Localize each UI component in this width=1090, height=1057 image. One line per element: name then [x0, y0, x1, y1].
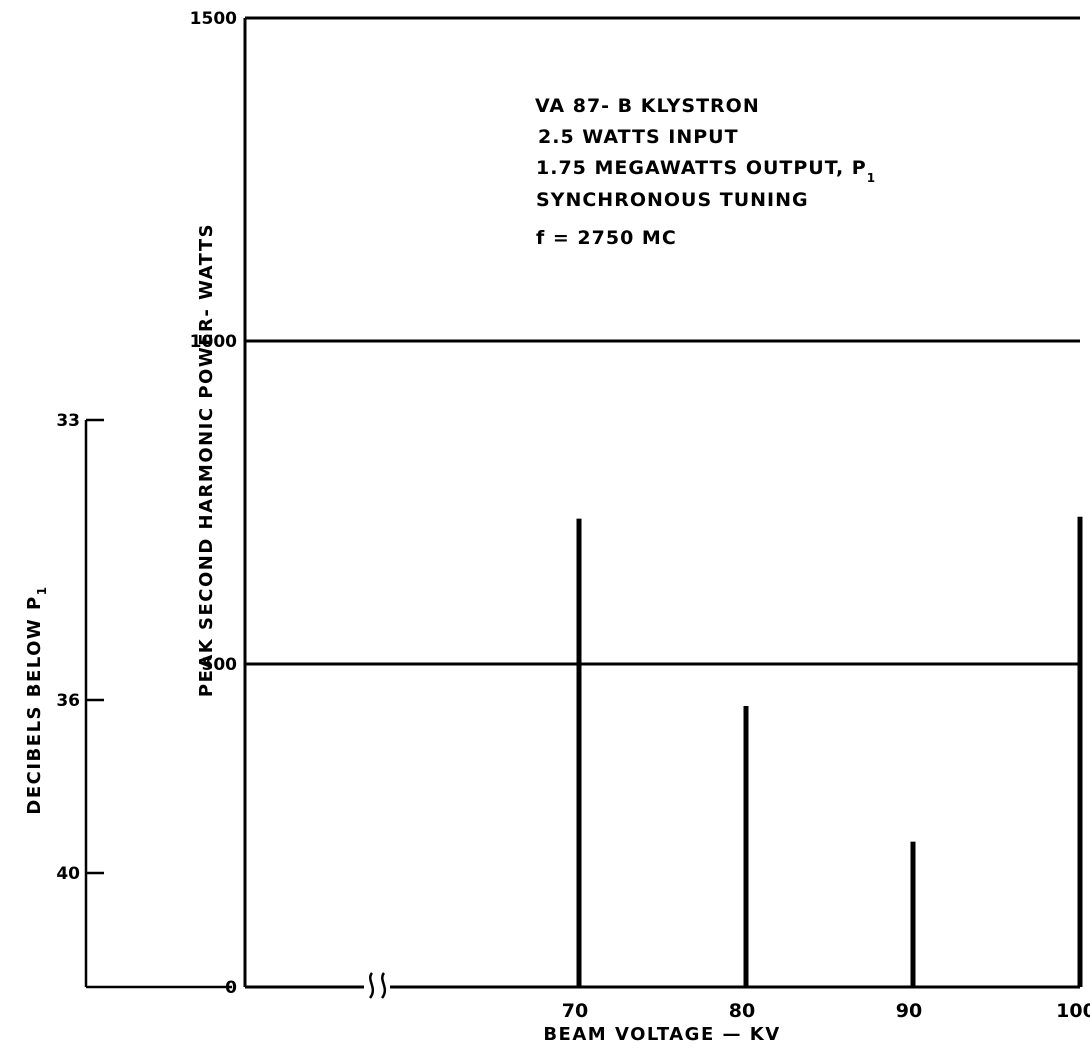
x-tick-label-80: 80 — [729, 1000, 755, 1022]
annotation-line-2: 2.5 WATTS INPUT — [538, 126, 739, 148]
bar-100 — [1077, 516, 1083, 987]
annotation-line-5: f = 2750 MC — [536, 227, 677, 249]
db-axis-title: DECIBELS BELOW P1 — [24, 585, 49, 814]
annotation-line-3: 1.75 MEGAWATTS OUTPUT, P1 — [536, 157, 876, 185]
y-tick-label-1500: 1500 — [190, 9, 237, 29]
x-tick-labels: 70 80 90 100 — [562, 1000, 1090, 1022]
db-axis-title-text: DECIBELS BELOW P — [24, 595, 45, 814]
annotation-line-3-subscript: 1 — [867, 171, 876, 185]
db-axis-title-group: DECIBELS BELOW P1 — [24, 585, 49, 814]
db-axis-title-subscript: 1 — [35, 585, 49, 595]
bar-90 — [910, 841, 916, 987]
bar-80 — [743, 705, 749, 987]
annotation-line-1: VA 87- B KLYSTRON — [535, 95, 760, 117]
db-ticks: 33 36 40 — [56, 411, 104, 884]
annotation-block: VA 87- B KLYSTRON 2.5 WATTS INPUT 1.75 M… — [535, 95, 876, 249]
decibel-axis: 33 36 40 — [56, 411, 232, 989]
x-tick-label-70: 70 — [562, 1000, 588, 1022]
bars — [576, 516, 1083, 987]
y-axis-title: PEAK SECOND HARMONIC POWER- WATTS — [196, 223, 217, 697]
bar-70 — [576, 518, 582, 987]
db-tick-label-36: 36 — [56, 691, 80, 711]
x-axis-title: BEAM VOLTAGE — KV — [543, 1024, 780, 1045]
x-tick-label-90: 90 — [896, 1000, 922, 1022]
grid-lines — [245, 16, 1080, 666]
axis-break-icon — [364, 972, 390, 999]
db-tick-label-33: 33 — [56, 411, 80, 431]
annotation-line-4: SYNCHRONOUS TUNING — [536, 189, 809, 211]
y-tick-label-1000: 1000 — [190, 332, 237, 352]
db-tick-label-40: 40 — [56, 864, 80, 884]
annotation-line-3-text: 1.75 MEGAWATTS OUTPUT, P — [536, 157, 867, 179]
x-tick-label-100: 100 — [1056, 1000, 1090, 1022]
y-tick-label-500: 500 — [202, 655, 238, 675]
